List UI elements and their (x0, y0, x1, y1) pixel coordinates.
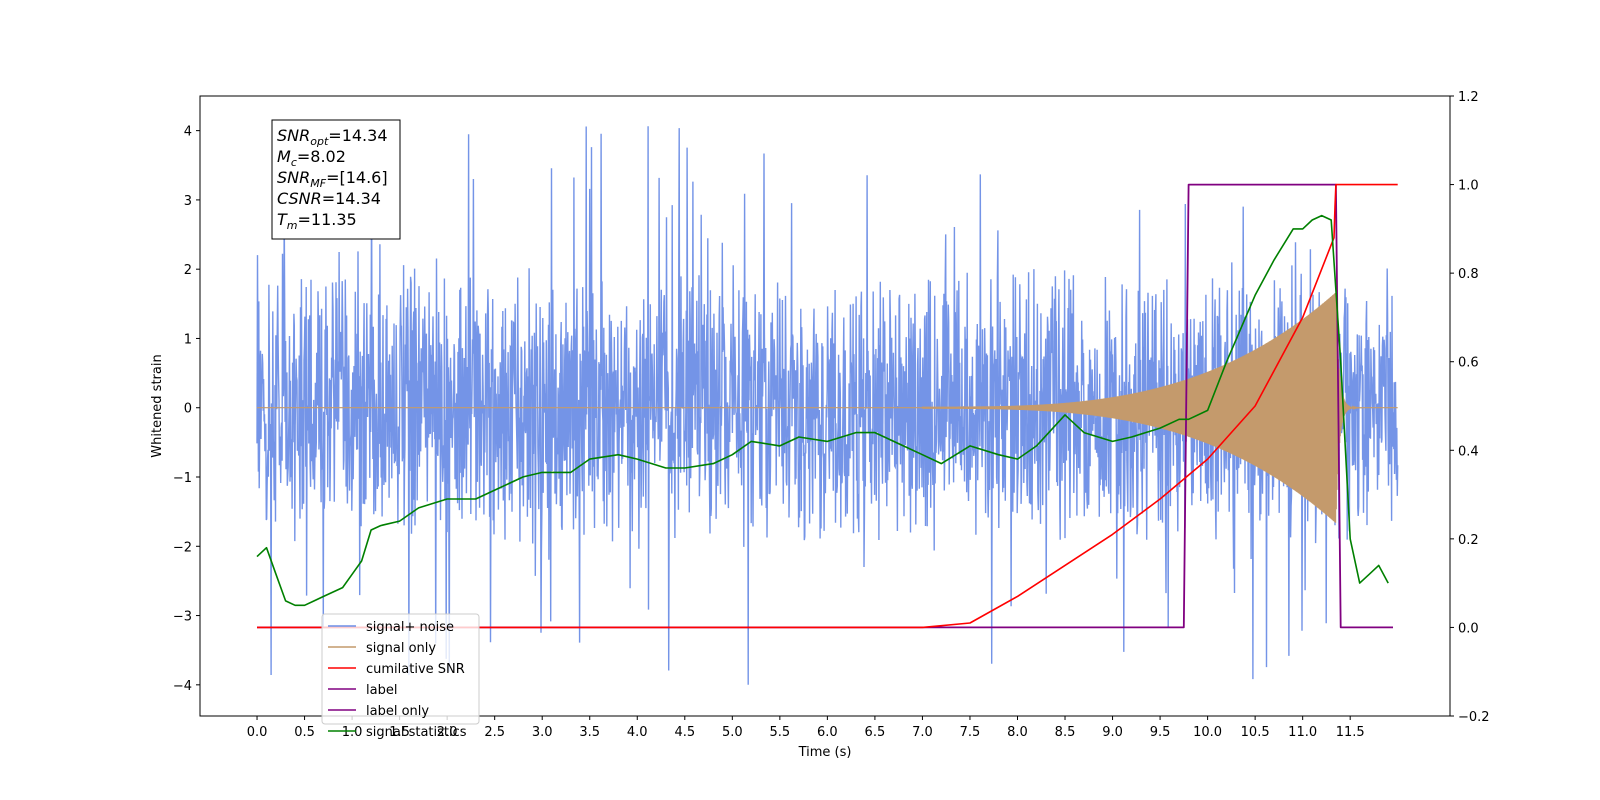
x-tick-label: 11.0 (1288, 725, 1317, 740)
x-tick-label: 10.5 (1241, 725, 1270, 740)
x-axis-label: Time (s) (798, 745, 852, 760)
plot-area (256, 126, 1399, 685)
series-signal-noise-line (256, 126, 1399, 685)
x-tick-label: 9.0 (1102, 725, 1123, 740)
x-tick-label: 0.5 (294, 725, 315, 740)
x-tick-label: 6.5 (865, 725, 886, 740)
series-label-line (257, 183, 1393, 629)
x-tick-label: 8.0 (1007, 725, 1028, 740)
legend: signal+ noise signal only cumilative SNR la… (321, 613, 480, 740)
x-tick-label: 6.0 (817, 725, 838, 740)
x-tick-label: 9.5 (1150, 725, 1171, 740)
x-tick-label: 10.0 (1193, 725, 1222, 740)
annotation-line: M (277, 147, 291, 166)
series-cumulative-snr-line (257, 183, 1398, 629)
y2-tick-label: 0.6 (1458, 356, 1479, 371)
x-tick-label: 2.5 (484, 725, 505, 740)
y2-tick-label: 0.8 (1458, 267, 1479, 282)
y-tick-label: −1 (173, 471, 192, 486)
annotation-box: SNRopt=14.34 Mc=8.02 SNRMF=[14.6] CSNR=14.3… (271, 119, 401, 240)
y2-tick-label: 0.0 (1458, 621, 1479, 636)
legend-entry-label: label only (366, 704, 429, 719)
y-tick-label: −4 (173, 679, 192, 694)
x-tick-label: 5.5 (770, 725, 791, 740)
legend-entry-label: signal only (366, 641, 436, 656)
y2-tick-label: 1.2 (1458, 90, 1479, 105)
y2-tick-label: −0.2 (1458, 710, 1490, 725)
x-tick-label: 1.5 (389, 725, 410, 740)
y-axis-label: Whitened strain (150, 354, 165, 457)
x-tick-label: 7.0 (912, 725, 933, 740)
x-tick-label: 3.5 (579, 725, 600, 740)
y-tick-label: 4 (184, 125, 192, 140)
axes: 0.0 0.5 1.0 1.5 2.0 2.5 3.0 3.5 4.0 4.5 5.0 5.5 6.0 6… (173, 90, 1490, 740)
annotation-line: SNR (277, 126, 310, 145)
y-tick-label: 3 (184, 194, 192, 209)
series-signal-statistics-line (256, 214, 1389, 607)
legend-entry-label: cumilative SNR (366, 662, 465, 677)
x-tick-label: 4.0 (627, 725, 648, 740)
legend-entry-label: signal+ noise (366, 620, 454, 635)
x-tick-label: 2.0 (437, 725, 458, 740)
annotation-line: SNR (277, 168, 310, 187)
legend-entry-label: label (366, 683, 397, 698)
x-tick-label: 8.5 (1055, 725, 1076, 740)
legend-entry-label: signal statistics (366, 725, 467, 740)
annotation-line: CSNR (277, 189, 322, 208)
x-tick-label: 3.0 (532, 725, 553, 740)
x-tick-label: 4.5 (674, 725, 695, 740)
y-tick-label: 2 (184, 263, 192, 278)
y-tick-label: 1 (184, 332, 192, 347)
y-tick-label: −2 (173, 540, 192, 555)
series-signal-only-line (257, 292, 1398, 523)
y2-tick-label: 1.0 (1458, 179, 1479, 194)
plot-frame (199, 95, 1451, 717)
y-tick-label: 0 (184, 402, 192, 417)
x-tick-label: 11.5 (1336, 725, 1365, 740)
annotation-line: T (277, 210, 288, 229)
y-tick-label: −3 (173, 610, 192, 625)
y2-tick-label: 0.4 (1458, 444, 1479, 459)
x-tick-label: 5.0 (722, 725, 743, 740)
x-tick-label: 0.0 (247, 725, 268, 740)
x-tick-label: 1.0 (342, 725, 363, 740)
x-tick-label: 7.5 (960, 725, 981, 740)
y2-tick-label: 0.2 (1458, 533, 1479, 548)
